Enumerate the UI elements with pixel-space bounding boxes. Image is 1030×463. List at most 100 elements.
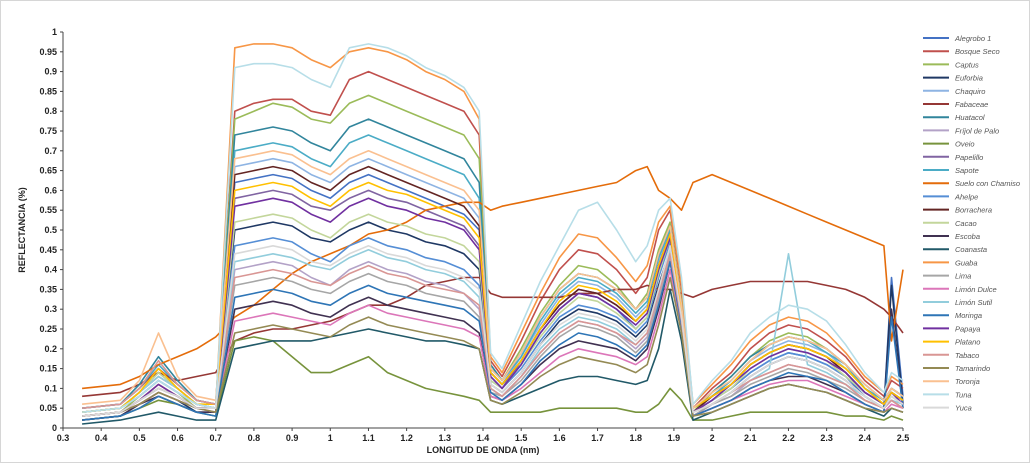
chart-legend: Alegrobo 1 Bosque Seco Captus Euforbia Chaqu… [923,34,1020,413]
y-tick-label: 0.2 [44,344,57,354]
chart-axes: 0 0.05 0.1 0.15 0.2 0.25 0.3 0.35 0.4 0.45 0.5 0.55… [39,27,909,443]
legend-label: Tuna [955,390,972,399]
legend-label: Tabaco [955,351,979,360]
legend-label: Suelo con Chamiso [955,179,1020,188]
legend-label: Euforbia [955,74,983,83]
x-tick-label: 1.7 [591,433,604,443]
y-tick-label: 0.65 [39,166,57,176]
x-tick-label: 1 [328,433,333,443]
y-tick-label: 0 [52,423,57,433]
y-axis-title: REFLECTANCIA (%) [17,187,27,273]
y-tick-label: 0.7 [44,146,57,156]
x-tick-label: 2.2 [782,433,795,443]
y-tick-label: 0.35 [39,284,57,294]
series-line [82,197,904,417]
series-line [82,237,904,414]
legend-label: Limón Dulce [955,285,997,294]
x-tick-label: 1.5 [515,433,528,443]
y-tick-label: 0.15 [39,364,57,374]
y-tick-label: 0.4 [44,265,57,275]
x-tick-label: 0.4 [95,433,108,443]
legend-label: Tamarindo [955,364,990,373]
series-line [82,150,904,410]
legend-label: Oveio [955,140,975,149]
legend-label: Yuca [955,404,972,413]
x-tick-label: 2 [710,433,715,443]
legend-label: Toronja [955,377,980,386]
x-tick-label: 0.8 [248,433,261,443]
series-line [82,94,904,417]
x-tick-label: 1.4 [477,433,490,443]
series-line [82,253,904,414]
x-tick-label: 1.2 [400,433,413,443]
series-line [82,256,904,417]
y-tick-label: 0.05 [39,403,57,413]
x-tick-label: 1.9 [668,433,681,443]
x-tick-label: 2.1 [744,433,757,443]
series-line [82,276,904,417]
legend-label: Sapote [955,166,979,175]
x-tick-label: 1.6 [553,433,566,443]
y-tick-label: 0.85 [39,86,57,96]
series-line [82,43,904,417]
series-line [82,260,904,421]
x-tick-label: 1.3 [439,433,452,443]
series-line [82,70,904,410]
legend-label: Platano [955,338,980,347]
y-tick-label: 0.95 [39,47,57,57]
y-tick-label: 0.6 [44,185,57,195]
x-tick-label: 0.3 [57,433,70,443]
y-tick-label: 0.1 [44,383,57,393]
series-line [82,245,904,417]
x-tick-label: 0.6 [171,433,184,443]
legend-label: Cacao [955,219,977,228]
legend-label: Alegrobo 1 [954,34,991,43]
legend-label: Fabaceae [955,100,988,109]
series-line [82,43,904,413]
legend-label: Bosque Seco [955,47,1000,56]
series-line [82,249,904,414]
legend-label: Fríjol de Palo [955,126,999,135]
x-axis-title: LONGITUD DE ONDA (nm) [427,445,540,455]
legend-label: Coanasta [955,245,987,254]
y-tick-label: 0.3 [44,304,57,314]
legend-label: Papelillo [955,153,983,162]
series-line [82,253,904,417]
series-line [82,276,904,398]
legend-label: Lima [955,272,971,281]
series-line [82,336,904,421]
y-tick-label: 0.45 [39,245,57,255]
y-tick-label: 0.75 [39,126,57,136]
x-tick-label: 2.4 [859,433,872,443]
series-line [82,118,904,410]
x-tick-label: 0.7 [209,433,222,443]
x-tick-label: 0.5 [133,433,146,443]
y-tick-label: 0.8 [44,106,57,116]
x-tick-label: 2.5 [897,433,910,443]
y-tick-label: 0.55 [39,205,57,215]
legend-label: Limón Sutil [955,298,992,307]
legend-label: Moringa [955,311,982,320]
legend-label: Chaquiro [955,87,985,96]
y-tick-label: 0.5 [44,225,57,235]
legend-label: Papaya [955,324,980,333]
legend-label: Escoba [955,232,980,241]
legend-label: Huatacol [955,113,985,122]
y-tick-label: 1 [52,27,57,37]
x-tick-label: 2.3 [820,433,833,443]
legend-label: Captus [955,60,979,69]
y-tick-label: 0.9 [44,67,57,77]
y-tick-label: 0.25 [39,324,57,334]
series-line [82,268,904,417]
x-tick-label: 1.8 [629,433,642,443]
legend-label: Borrachera [955,206,992,215]
series-line [82,165,904,390]
legend-label: Ahelpe [954,192,978,201]
series-layer [82,43,904,425]
series-line [82,181,904,413]
x-tick-label: 0.9 [286,433,299,443]
legend-label: Guaba [955,258,978,267]
x-tick-label: 1.1 [362,433,375,443]
